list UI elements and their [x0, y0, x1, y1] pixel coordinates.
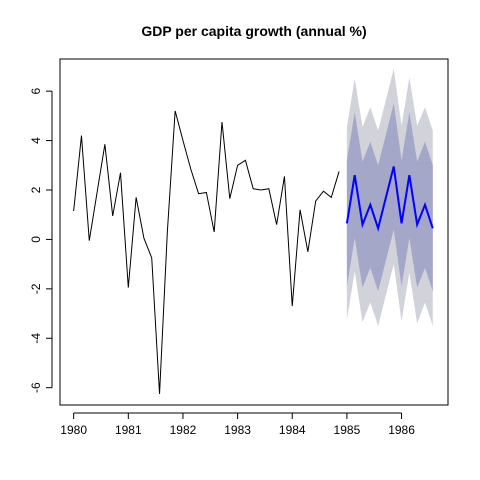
series-line-observed	[73, 110, 340, 394]
x-tick-label: 1983	[224, 423, 251, 437]
y-tick-label: -6	[29, 382, 43, 393]
x-tick-label: 1982	[170, 423, 197, 437]
y-tick-label: 2	[29, 186, 43, 193]
x-tick-label: 1980	[60, 423, 87, 437]
y-tick-label: -4	[29, 333, 43, 344]
y-tick-label: 4	[29, 137, 43, 144]
x-tick-label: 1985	[334, 423, 361, 437]
x-tick-label: 1981	[115, 423, 142, 437]
series-line-forecast	[345, 166, 434, 232]
band-80	[346, 103, 433, 292]
prediction-bands	[346, 68, 433, 326]
y-axis: -6 -4 -2 0 2 4 6	[29, 87, 53, 393]
x-axis: 1980 1981 1982 1983 1984 1985 1986	[60, 412, 415, 437]
series-lines	[73, 110, 434, 394]
chart-title: GDP per capita growth (annual %)	[141, 23, 366, 39]
x-tick-label: 1984	[279, 423, 306, 437]
y-tick-label: 6	[29, 87, 43, 94]
plot-frame	[59, 58, 449, 406]
x-tick-label: 1986	[388, 423, 415, 437]
y-tick-label: 0	[29, 236, 43, 243]
y-tick-label: -2	[29, 283, 43, 294]
